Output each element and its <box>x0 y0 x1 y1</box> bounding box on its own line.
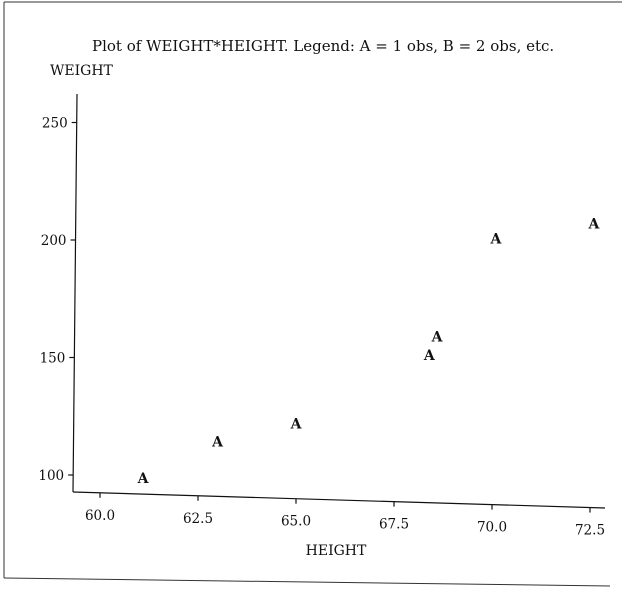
y-tick-label: 150 <box>40 351 66 367</box>
x-tick-label: 70.0 <box>477 520 507 536</box>
y-axis-line <box>72 93 78 493</box>
y-axis-ticks: 100 150 200 250 <box>38 116 77 484</box>
x-axis-line <box>72 491 606 509</box>
y-tick-label: 100 <box>38 468 64 484</box>
x-tick-label: 72.5 <box>575 523 605 539</box>
data-point-marker: A <box>290 417 303 433</box>
chart-title: Plot of WEIGHT*HEIGHT. Legend: A = 1 obs… <box>92 37 554 55</box>
data-point-marker: A <box>489 232 502 248</box>
x-axis-ticks: 60.0 62.5 65.0 67.5 70.0 72.5 <box>85 492 605 539</box>
y-axis-label: WEIGHT <box>50 63 114 79</box>
x-tick-label: 65.0 <box>281 514 311 530</box>
x-tick-label: 62.5 <box>183 511 213 527</box>
x-tick-label: 67.5 <box>379 517 409 533</box>
data-point-marker: A <box>211 434 224 450</box>
data-point-marker: A <box>431 329 444 345</box>
frame-bottom-border <box>3 577 611 587</box>
y-tick-label: 200 <box>41 233 67 249</box>
data-point-marker: A <box>587 216 600 232</box>
data-point-marker: A <box>137 471 150 487</box>
y-tick-label: 250 <box>42 116 68 132</box>
data-point-marker: A <box>423 348 436 364</box>
x-tick-label: 60.0 <box>85 508 115 524</box>
x-axis-label: HEIGHT <box>306 543 367 559</box>
